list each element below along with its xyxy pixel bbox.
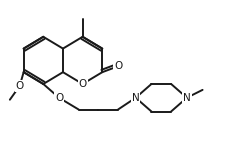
Text: N: N xyxy=(183,93,191,103)
Text: O: O xyxy=(55,93,63,103)
Text: O: O xyxy=(15,81,24,91)
Text: N: N xyxy=(132,93,140,103)
Text: O: O xyxy=(114,61,122,71)
Text: O: O xyxy=(79,79,87,89)
